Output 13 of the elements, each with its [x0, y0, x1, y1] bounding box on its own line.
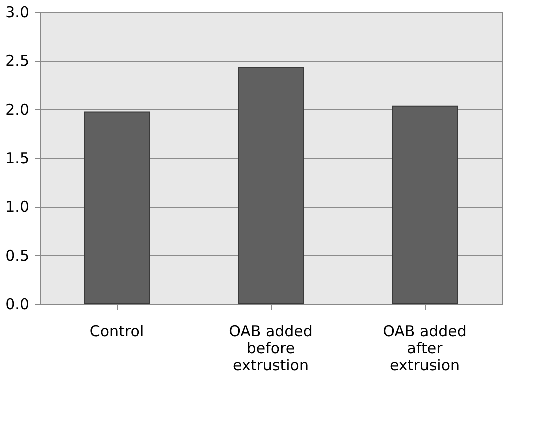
bar: [84, 112, 150, 304]
x-tick-label: OAB added before extrustion: [229, 322, 313, 374]
bar: [392, 106, 458, 304]
x-tick-label: Control: [90, 322, 144, 340]
y-tick-label: 2.0: [6, 100, 30, 119]
bar: [238, 66, 304, 304]
x-tick-label: OAB added after extrusion: [383, 322, 467, 374]
y-tick-label: 1.0: [6, 198, 30, 216]
y-tick-label: 0.0: [6, 296, 30, 314]
y-tick-label: 2.5: [6, 52, 30, 70]
y-tick-label: 0.5: [6, 246, 30, 265]
y-tick-label: 1.5: [6, 150, 30, 168]
y-tick-label: 3.0: [6, 4, 30, 22]
